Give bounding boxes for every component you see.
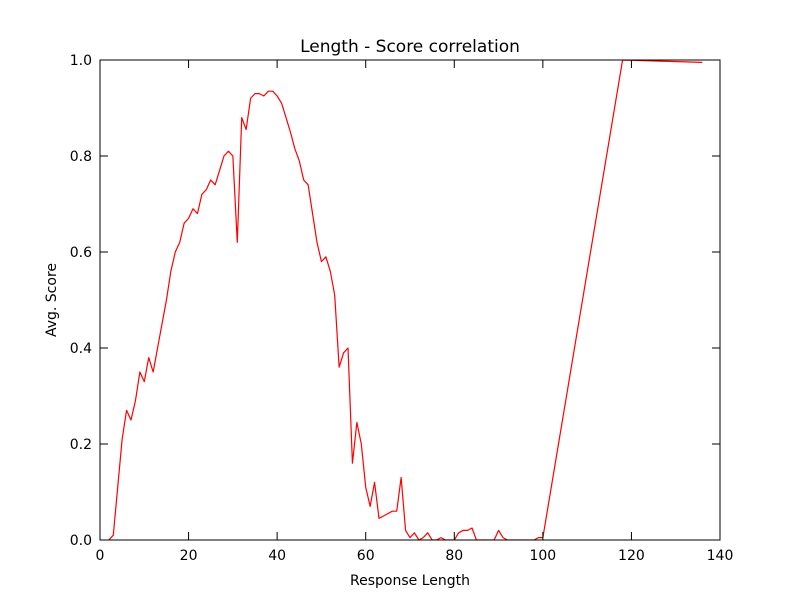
ticks-layer: 0 20 40 60 80 100 120 140 0.0 0.2 0.4 0.6 0.8 1.0 <box>70 53 734 564</box>
x-tick-label: 120 <box>618 548 645 564</box>
x-axis-label: Response Length <box>350 573 470 589</box>
y-tick-label: 0.0 <box>70 533 92 549</box>
x-tick-label: 20 <box>180 548 198 564</box>
plot-area <box>100 60 720 540</box>
series-line <box>108 60 703 540</box>
series-layer <box>108 60 703 540</box>
x-tick-label: 60 <box>357 548 375 564</box>
x-tick-label: 80 <box>445 548 463 564</box>
x-tick-label: 0 <box>96 548 105 564</box>
y-axis-label: Avg. Score <box>44 263 60 337</box>
y-tick-label: 0.8 <box>70 149 92 165</box>
y-tick-label: 0.4 <box>70 341 92 357</box>
y-tick-label: 0.6 <box>70 245 92 261</box>
chart-title: Length - Score correlation <box>300 37 520 57</box>
y-tick-label: 1.0 <box>70 53 92 69</box>
x-tick-label: 140 <box>707 548 734 564</box>
x-tick-label: 100 <box>529 548 556 564</box>
plot-frame <box>99 59 721 541</box>
x-tick-label: 40 <box>268 548 286 564</box>
y-tick-label: 0.2 <box>70 437 92 453</box>
